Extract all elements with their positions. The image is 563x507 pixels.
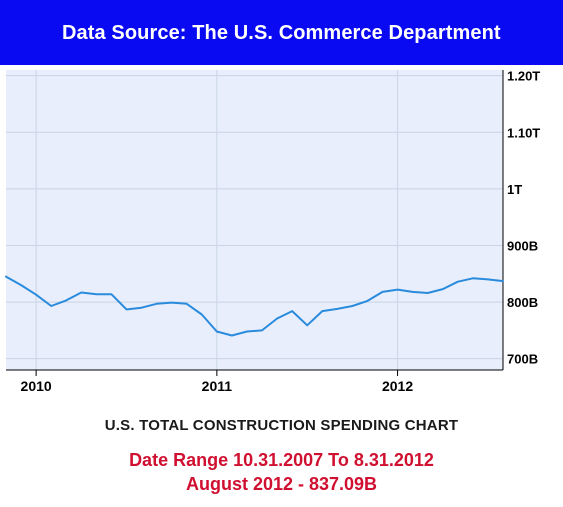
data-point: [427, 292, 429, 294]
data-point: [216, 330, 218, 333]
data-point: [231, 334, 233, 337]
data-point: [110, 293, 113, 295]
data-point: [125, 308, 128, 311]
data-point: [80, 291, 82, 294]
data-point: [171, 302, 173, 304]
data-point: [186, 303, 188, 305]
data-point: [20, 284, 22, 286]
data-point: [246, 330, 248, 333]
data-point: [442, 288, 444, 290]
data-point: [291, 310, 293, 312]
data-point: [457, 281, 459, 283]
data-point: [396, 289, 399, 291]
x-tick-label: 2011: [202, 378, 233, 394]
x-tick-label: 2012: [382, 378, 413, 394]
data-point: [156, 303, 158, 305]
header-banner: Data Source: The U.S. Commerce Departmen…: [0, 0, 563, 65]
y-tick-label: 1.10T: [507, 125, 540, 140]
data-point: [336, 308, 338, 310]
data-point: [381, 291, 384, 293]
data-point: [95, 293, 97, 295]
y-tick-label: 900B: [507, 238, 538, 253]
spending-series-line: [5, 275, 504, 337]
data-point: [351, 305, 353, 307]
data-point: [276, 317, 278, 320]
y-tick-label: 800B: [507, 295, 538, 310]
data-source-label: Data Source: The U.S. Commerce Departmen…: [62, 22, 501, 44]
data-point: [140, 307, 143, 309]
chart-title: U.S. TOTAL CONSTRUCTION SPENDING CHART: [104, 417, 459, 434]
construction-spending-chart: 700B 800B 900B 1T 1.10T 1.20T 2010 2011 2012: [5, 69, 540, 394]
latest-value-label: August 2012 - 837.09B: [185, 474, 378, 494]
data-point: [321, 310, 323, 312]
data-point: [306, 324, 308, 326]
data-point: [487, 278, 489, 281]
data-point: [412, 291, 414, 293]
data-point: [35, 294, 37, 296]
date-range-label: Date Range 10.31.2007 To 8.31.2012: [129, 450, 434, 470]
data-point: [201, 313, 203, 316]
data-point: [65, 299, 67, 301]
y-tick-label: 700B: [507, 352, 538, 367]
data-point: [502, 280, 504, 282]
data-point: [366, 300, 369, 302]
y-tick-label: 1.20T: [507, 69, 540, 84]
y-tick-label: 1T: [507, 182, 522, 197]
data-point: [472, 277, 474, 279]
data-point: [50, 305, 52, 307]
data-point: [5, 276, 7, 278]
plot-area: [6, 70, 503, 370]
data-point: [261, 329, 263, 331]
x-tick-label: 2010: [21, 378, 52, 394]
